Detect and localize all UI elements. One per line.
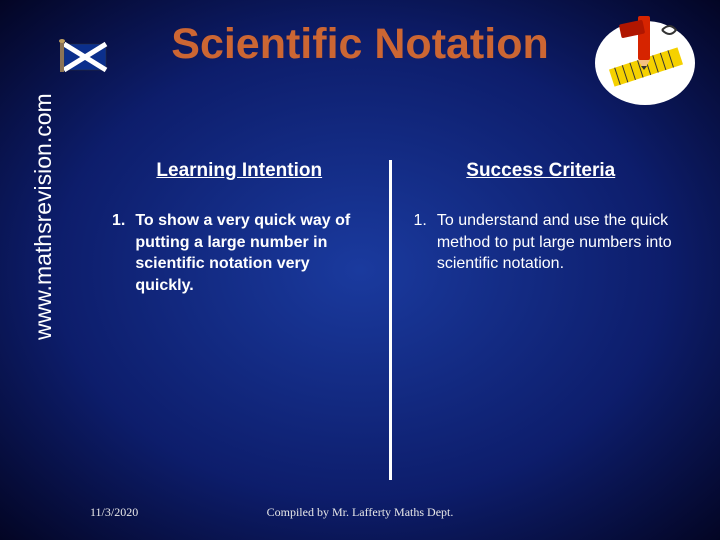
learning-intention-heading: Learning Intention xyxy=(108,160,371,182)
sidebar-url: www.mathsrevision.com xyxy=(30,93,57,340)
list-number: 1. xyxy=(112,210,135,296)
list-number: 1. xyxy=(414,210,437,275)
learning-intention-column: Learning Intention 1. To show a very qui… xyxy=(90,160,392,480)
footer-compiled-by: Compiled by Mr. Lafferty Maths Dept. xyxy=(0,505,720,520)
list-text: To understand and use the quick method t… xyxy=(437,210,672,275)
success-criteria-column: Success Criteria 1. To understand and us… xyxy=(392,160,691,480)
success-criteria-item: 1. To understand and use the quick metho… xyxy=(410,210,673,275)
slide-title: Scientific Notation xyxy=(0,20,720,69)
success-criteria-heading: Success Criteria xyxy=(410,160,673,182)
list-text: To show a very quick way of putting a la… xyxy=(135,210,370,296)
content-area: Learning Intention 1. To show a very qui… xyxy=(90,160,690,480)
slide: Scientific Notation www.mathsrevision.co… xyxy=(0,0,720,540)
learning-intention-item: 1. To show a very quick way of putting a… xyxy=(108,210,371,296)
